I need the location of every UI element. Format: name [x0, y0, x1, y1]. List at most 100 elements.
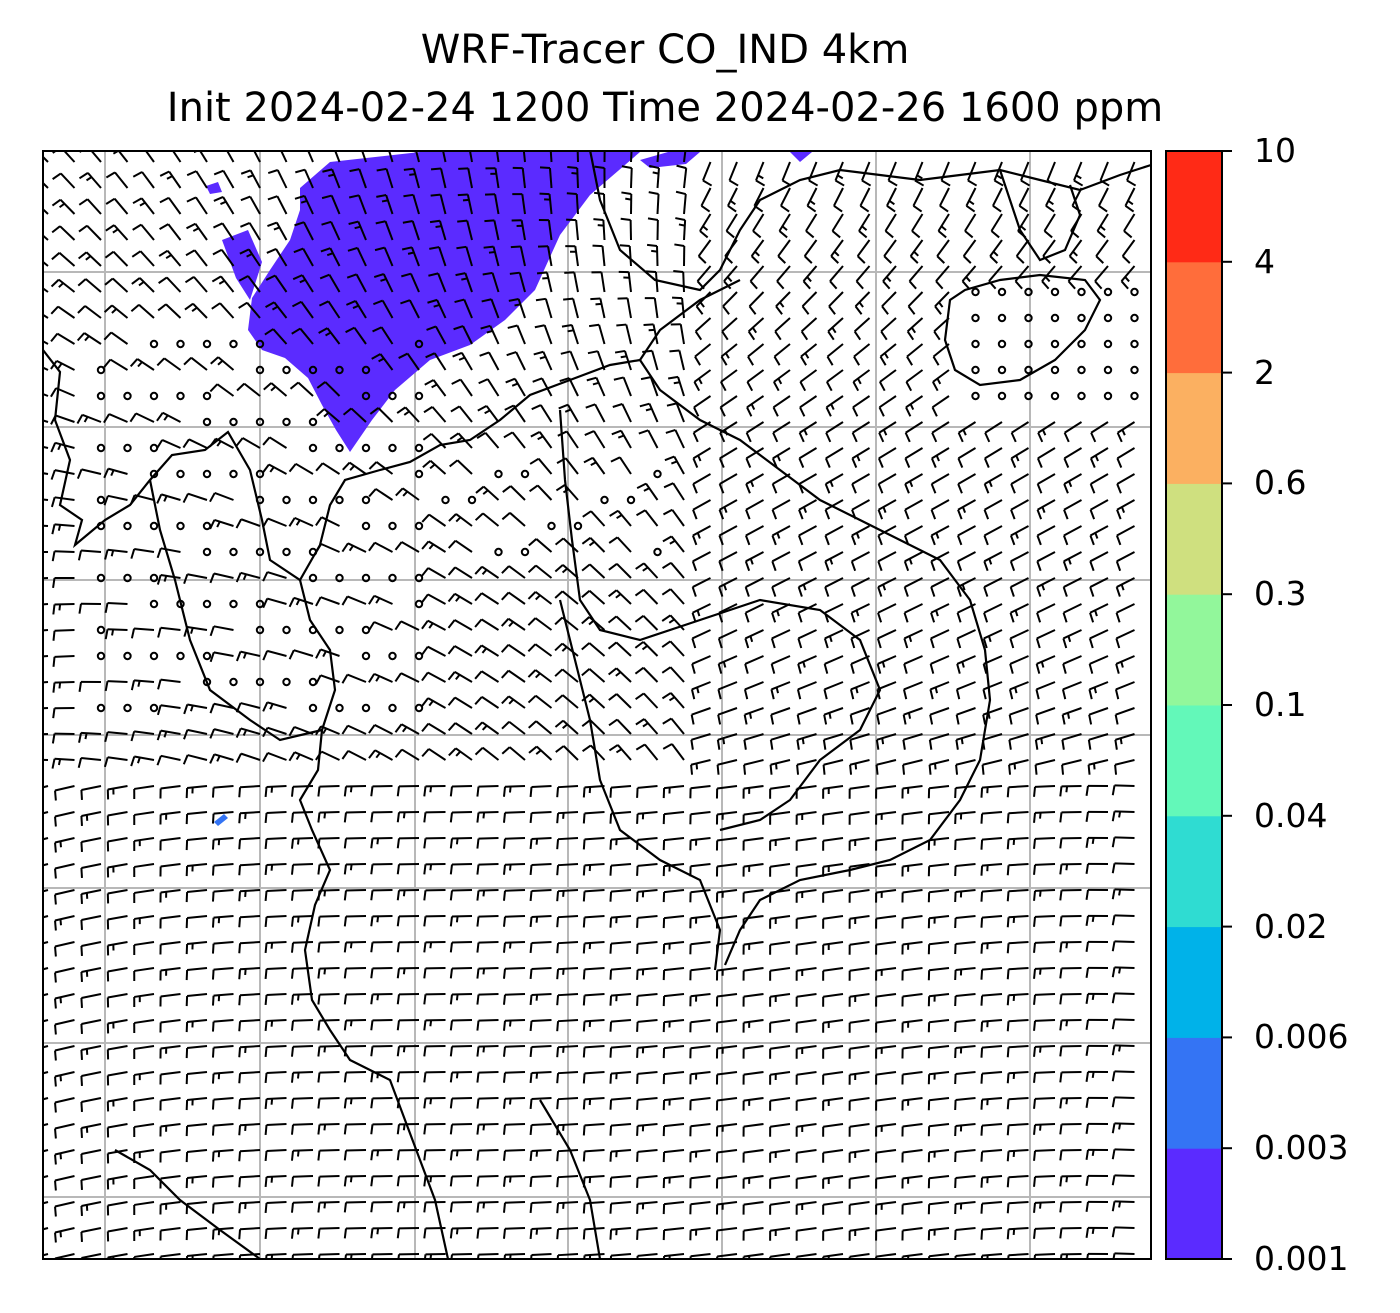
wind-barb — [715, 837, 738, 851]
wind-barb-half-flag — [163, 575, 168, 582]
wind-barb-staff — [43, 837, 49, 841]
wind-barb — [1115, 577, 1135, 597]
wind-barb — [1126, 161, 1137, 187]
wind-barb — [54, 785, 75, 801]
wind-barb-half-flag — [296, 1072, 300, 1079]
wind-barb — [1009, 603, 1029, 623]
wind-barb-staff — [213, 1019, 234, 1023]
wind-barb-half-flag — [488, 251, 496, 254]
wind-barb — [211, 941, 234, 954]
wind-barb-staff — [798, 577, 817, 588]
wind-barb — [742, 889, 764, 903]
wind-barb-flag — [662, 535, 673, 543]
wind-barb — [43, 1045, 49, 1049]
wind-barb — [448, 747, 473, 761]
wind-barb-half-flag — [723, 584, 728, 591]
wind-barb-staff — [717, 837, 738, 842]
wind-barb-flag — [661, 666, 672, 674]
wind-barb-half-flag — [777, 378, 783, 385]
wind-barb — [156, 357, 182, 371]
wind-barb — [724, 239, 738, 264]
wind-barb — [1059, 1045, 1082, 1057]
wind-barb-staff — [584, 889, 605, 893]
wind-barb-flag — [1033, 890, 1037, 901]
wind-barb-flag — [877, 509, 884, 520]
wind-barb — [133, 837, 155, 851]
wind-barb-staff — [112, 251, 129, 267]
wind-barb-flag — [502, 942, 507, 953]
wind-barb-staff — [664, 1019, 685, 1024]
wind-barb — [608, 563, 632, 579]
wind-barb-flag — [1033, 812, 1037, 823]
wind-barb-staff — [825, 395, 844, 409]
wind-barb-staff — [86, 224, 102, 241]
wind-barb-flag — [529, 968, 533, 980]
wind-barb — [744, 577, 764, 597]
wind-barb-flag — [264, 1046, 268, 1058]
wind-barb — [795, 1019, 817, 1033]
wind-barb-staff — [717, 889, 738, 894]
wind-barb — [457, 219, 473, 241]
wind-barb-flag — [634, 641, 644, 649]
wind-barb-half-flag — [482, 1124, 486, 1131]
wind-barb-staff — [589, 693, 606, 709]
wind-barb-flag — [824, 483, 831, 494]
wind-barb-flag — [1018, 205, 1029, 213]
wind-barb-staff — [743, 1071, 764, 1076]
wind-barb — [1009, 629, 1029, 649]
wind-barb-flag — [1087, 764, 1091, 775]
wind-barb-staff — [504, 1019, 526, 1022]
wind-barb-half-flag — [57, 524, 62, 531]
wind-barb-half-flag — [1039, 890, 1042, 897]
wind-barb-flag — [638, 429, 649, 435]
wind-barb-half-flag — [59, 919, 62, 926]
wind-barb-flag — [396, 942, 400, 953]
wind-barb — [476, 889, 499, 901]
wind-barb — [675, 190, 687, 215]
wind-barb — [582, 1123, 605, 1136]
wind-barb — [211, 275, 235, 293]
wind-barb-staff — [319, 863, 340, 866]
wind-barb — [639, 402, 659, 423]
wind-barb-flag — [673, 269, 684, 274]
wind-barb-staff — [519, 246, 526, 267]
wind-barb-staff — [1034, 967, 1056, 970]
wind-barb-staff — [876, 915, 897, 920]
wind-barb-flag — [556, 1021, 560, 1032]
wind-barb-flag — [823, 689, 828, 700]
wind-barb — [848, 1097, 870, 1111]
wind-barb — [211, 863, 234, 876]
wind-barb — [852, 369, 871, 392]
wind-barb-staff — [43, 313, 49, 319]
wind-barb-flag — [609, 891, 613, 902]
wind-barb-flag — [341, 595, 349, 606]
wind-barb-half-flag — [349, 864, 353, 871]
wind-barb-flag — [744, 638, 750, 649]
wind-barb-half-flag — [537, 435, 544, 441]
wind-barb — [43, 445, 49, 449]
wind-barb-staff — [670, 562, 685, 579]
wind-barb-staff — [610, 889, 632, 893]
wind-barb — [341, 749, 367, 761]
wind-barb-staff — [904, 473, 924, 485]
wind-barb-flag — [769, 739, 774, 750]
wind-calm-marker — [1103, 365, 1113, 375]
wind-barb-flag — [608, 563, 618, 571]
wind-barb — [769, 889, 791, 903]
wind-barb-half-flag — [110, 469, 115, 477]
wind-barb-half-flag — [1066, 712, 1071, 719]
wind-barb-staff — [940, 161, 950, 181]
wind-barb — [797, 655, 817, 674]
wind-barb-staff — [850, 681, 870, 691]
wind-barb — [159, 1071, 181, 1085]
wind-barb-staff — [825, 473, 844, 485]
wind-barb — [500, 617, 526, 631]
wind-barb-half-flag — [34, 1024, 35, 1030]
wind-barb-staff — [141, 171, 155, 189]
wind-barb — [662, 1123, 685, 1137]
wind-barb-flag — [479, 351, 490, 357]
wind-barb — [156, 729, 181, 741]
wind-barb-staff — [454, 671, 473, 683]
wind-barb — [1059, 889, 1082, 901]
